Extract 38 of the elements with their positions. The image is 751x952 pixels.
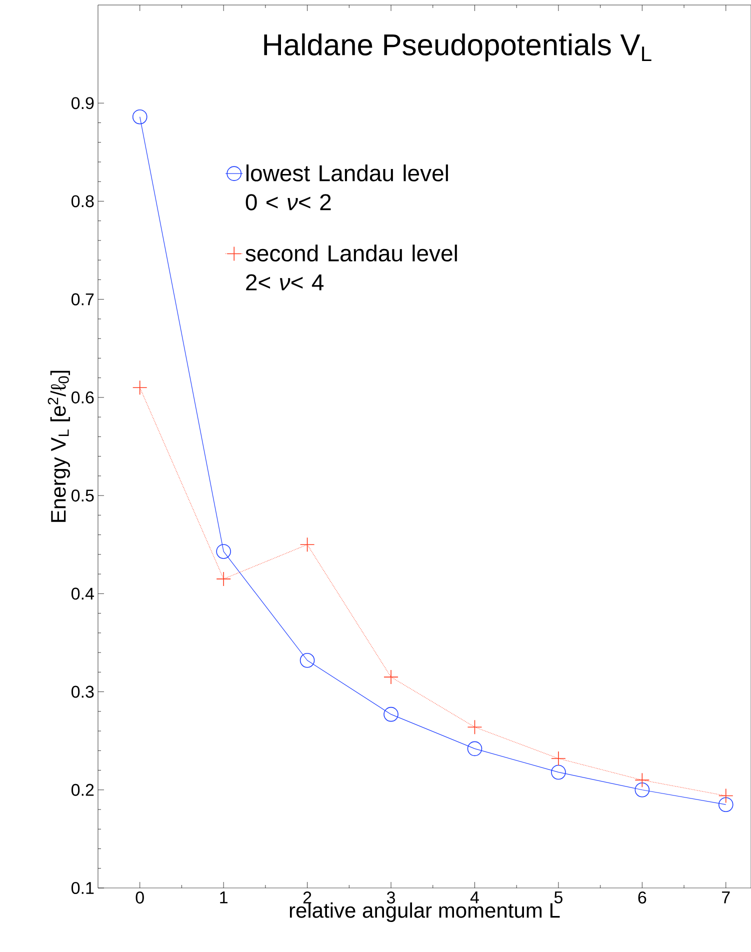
x-tick-label: 7 [722,892,730,904]
y-tick-label: 0.7 [71,293,94,306]
legend-label: second Landau level 2< ν< 4 [246,244,457,290]
y-tick-label: 0.2 [71,784,94,796]
point [551,764,566,780]
point [467,720,482,734]
point [216,544,231,559]
x-axis-title: relative angular momentum L [290,902,560,922]
point [384,670,398,684]
point [132,380,148,396]
point [300,652,315,668]
point [551,751,566,766]
y-axis-title: Energy V$_{L}$ [e$^{2}$/ℓ$_{0}$] [48,370,70,522]
y-tick-label: 0.4 [71,588,94,600]
point [467,741,482,756]
point [384,706,398,722]
text: Haldane Pseudopotentials V$_{L}$ [264,33,652,62]
legend-label: lowest Landau level 0 < ν< 2 [246,164,448,210]
y-tick-label: 0.1 [71,882,94,894]
x-tick-label: 5 [554,892,562,904]
y-tick-label: 0.8 [71,195,94,208]
x-tick-label: 3 [386,892,395,904]
x-tick-label: 4 [470,892,479,904]
x-tick-label: 0 [136,892,144,904]
point [718,788,734,804]
y-tick-label: 0.6 [71,391,94,404]
x-tick-label: 2 [303,892,312,904]
y-tick-label: 0.9 [71,97,94,110]
y-tick-label: 0.3 [71,686,94,698]
point [634,772,650,788]
point [216,572,231,586]
y-tick-label: 0.5 [71,490,94,502]
point [300,537,315,552]
x-tick-label: 1 [220,892,228,904]
x-tick-label: 6 [638,892,646,904]
point [634,782,650,798]
point [718,797,734,812]
point [132,109,148,124]
